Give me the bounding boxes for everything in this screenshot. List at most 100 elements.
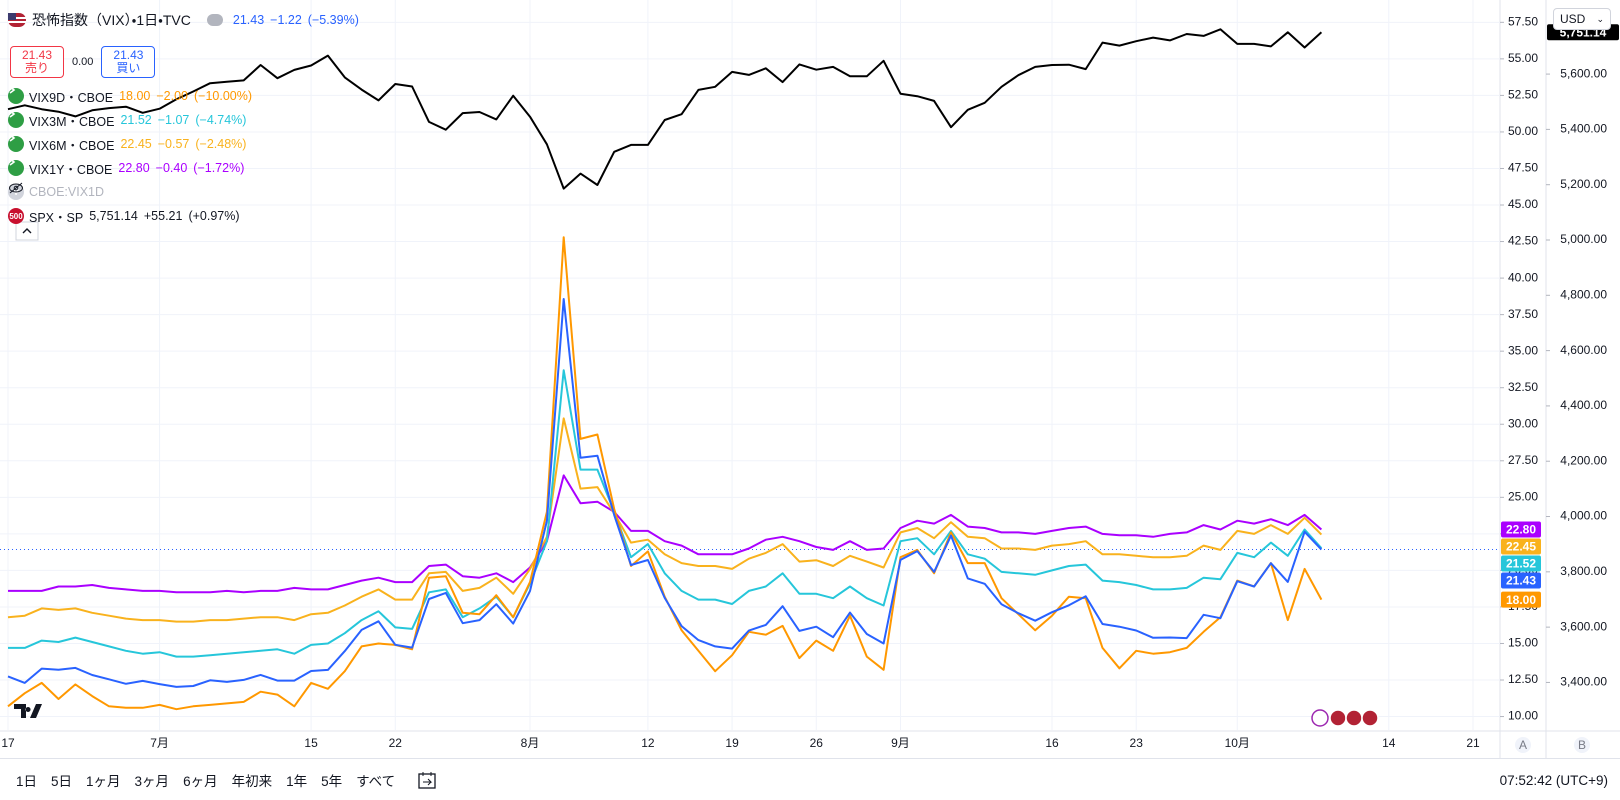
range-button[interactable]: 1日 bbox=[16, 774, 38, 789]
axis-button-label: A bbox=[1519, 738, 1527, 752]
series-line bbox=[7, 236, 1323, 711]
series-line bbox=[8, 474, 1323, 594]
chart: 17 7月 15 22 8月 12 19 26 9月 16 23 10月 14 21 10.00 12.50 1… bbox=[0, 0, 1620, 758]
legend-name: VIX6M・CBOE bbox=[29, 138, 115, 153]
sell-label: 売り bbox=[24, 61, 49, 75]
y-tick-label: 25.00 bbox=[1508, 489, 1538, 503]
icon-arrow bbox=[9, 110, 16, 118]
y-tick-label: 35.00 bbox=[1508, 343, 1538, 357]
sell-price: 21.43 bbox=[21, 48, 53, 62]
legend-row: VIX9D・CBOE 18.00 −2.00 (−10.00%) bbox=[8, 86, 252, 106]
x-tick-label: 14 bbox=[1382, 736, 1396, 750]
price-label-bg bbox=[1501, 572, 1541, 589]
legend-icon[interactable]: 500 bbox=[8, 208, 24, 224]
y2-tick-label: 5,200.00 bbox=[1560, 177, 1607, 191]
range-button[interactable]: 1ヶ月 bbox=[86, 774, 121, 789]
eye-off-icon bbox=[9, 182, 23, 194]
chevron: ⌄ bbox=[1596, 13, 1604, 24]
range-button[interactable]: 6ヶ月 bbox=[183, 774, 218, 789]
event-flag[interactable] bbox=[1361, 709, 1379, 727]
y-tick-label: 55.00 bbox=[1508, 51, 1538, 65]
price-label-bg bbox=[1501, 538, 1541, 555]
price-change-pct: (−5.39%) bbox=[307, 13, 359, 27]
price-label-bg bbox=[1501, 555, 1541, 572]
price-label-bg bbox=[1501, 591, 1541, 608]
legend-icon[interactable] bbox=[8, 158, 24, 176]
series-line bbox=[7, 298, 1323, 688]
sell-button[interactable]: 21.43 売り bbox=[10, 46, 64, 78]
legend-row: VIX6M・CBOE 22.45 −0.57 (−2.48%) bbox=[8, 134, 246, 154]
x-tick-label: 23 bbox=[1130, 736, 1144, 750]
y2-tick-label: 4,200.00 bbox=[1560, 453, 1607, 467]
range-button[interactable]: 3ヶ月 bbox=[134, 774, 170, 789]
icon-arrow bbox=[9, 158, 16, 166]
y-tick-label: 57.50 bbox=[1508, 14, 1538, 28]
x-tick-label: 16 bbox=[1045, 736, 1059, 750]
y2-tick-label: 3,600.00 bbox=[1560, 619, 1607, 633]
price-label: 22.80 bbox=[1506, 523, 1536, 537]
event-flag[interactable] bbox=[1329, 709, 1347, 727]
range-button[interactable]: すべて bbox=[356, 774, 396, 789]
x-tick-label: 17 bbox=[1, 736, 15, 750]
currency-select[interactable]: USD ⌄ bbox=[1553, 8, 1611, 30]
legend-change-pct: (−10.00%) bbox=[193, 89, 253, 103]
spread: 0.00 bbox=[72, 56, 94, 68]
y-tick-label: 52.50 bbox=[1508, 88, 1538, 102]
series-line bbox=[8, 369, 1323, 658]
price-change: −1.22 bbox=[270, 13, 302, 27]
y-tick-label: 37.50 bbox=[1508, 307, 1538, 321]
x-tick-label: 10月 bbox=[1225, 736, 1250, 750]
series-line bbox=[7, 417, 1323, 623]
price-label: 22.45 bbox=[1506, 540, 1536, 554]
last-price: 21.43 bbox=[232, 13, 265, 27]
range-button[interactable]: 1年 bbox=[286, 774, 308, 789]
legend-legend-value: 5,751.14 bbox=[89, 209, 138, 223]
y-tick-label: 15.00 bbox=[1508, 636, 1538, 650]
y2-tick-label: 4,600.00 bbox=[1560, 343, 1607, 357]
x-tick-label: 8月 bbox=[521, 736, 540, 750]
price-label: 21.52 bbox=[1506, 557, 1536, 571]
legend-change: −2.00 bbox=[156, 89, 188, 103]
legend-change-pct: (−2.48%) bbox=[195, 137, 247, 151]
event-flag[interactable] bbox=[1311, 709, 1329, 727]
buy-button[interactable]: 21.43 買い bbox=[101, 46, 156, 78]
price-label-bg bbox=[1501, 521, 1541, 538]
legend-icon[interactable] bbox=[8, 86, 24, 104]
x-tick-label: 15 bbox=[304, 736, 318, 750]
clock: 07:52:42 (UTC+9) bbox=[1499, 772, 1608, 788]
x-tick-label: 21 bbox=[1466, 736, 1480, 750]
legend-name: VIX3M・CBOE bbox=[29, 114, 115, 129]
legend-icon[interactable] bbox=[8, 134, 24, 152]
axis-button-label: B bbox=[1578, 738, 1586, 752]
series-line bbox=[7, 28, 1323, 190]
legend-change: −1.07 bbox=[157, 113, 190, 127]
y-tick-label: 12.50 bbox=[1508, 672, 1538, 686]
price-label: 18.00 bbox=[1506, 593, 1536, 607]
legend-row: VIX3M・CBOE 21.52 −1.07 (−4.74%) bbox=[8, 110, 246, 130]
header-row: 恐怖指数（VIX）・1日・TVC 21.43 −1.22 (−5.39%) bbox=[8, 10, 359, 30]
date-range-icon[interactable] bbox=[417, 770, 439, 790]
y-tick-label: 50.00 bbox=[1508, 124, 1538, 138]
legend-change: −0.57 bbox=[157, 137, 190, 151]
range-button[interactable]: 年初来 bbox=[231, 774, 273, 789]
event-flag[interactable] bbox=[1345, 709, 1363, 727]
range-button[interactable]: 5年 bbox=[321, 774, 343, 789]
axis-button[interactable] bbox=[1515, 737, 1531, 753]
icon-arrow bbox=[9, 86, 16, 94]
legend-row: V CBOE:VIX1D bbox=[8, 182, 110, 202]
currency: USD bbox=[1560, 12, 1586, 26]
price-label: 21.43 bbox=[1506, 574, 1536, 588]
legend-legend-value: 22.45 bbox=[120, 137, 152, 151]
legend-row: VIX1Y・CBOE 22.80 −0.40 (−1.72%) bbox=[8, 158, 244, 178]
y2-tick-label: 3,800.00 bbox=[1560, 564, 1607, 578]
axis-button[interactable] bbox=[1574, 737, 1590, 753]
legend-icon[interactable] bbox=[8, 110, 24, 128]
flag-icon bbox=[8, 13, 26, 27]
chevron-button[interactable] bbox=[15, 221, 39, 241]
range-button[interactable]: 5日 bbox=[51, 774, 73, 789]
y2-tick-label: 4,800.00 bbox=[1560, 287, 1607, 301]
legend-name: CBOE:VIX1D bbox=[29, 185, 105, 199]
legend-change: −0.40 bbox=[155, 161, 188, 175]
collapse-toggle[interactable] bbox=[206, 14, 223, 26]
